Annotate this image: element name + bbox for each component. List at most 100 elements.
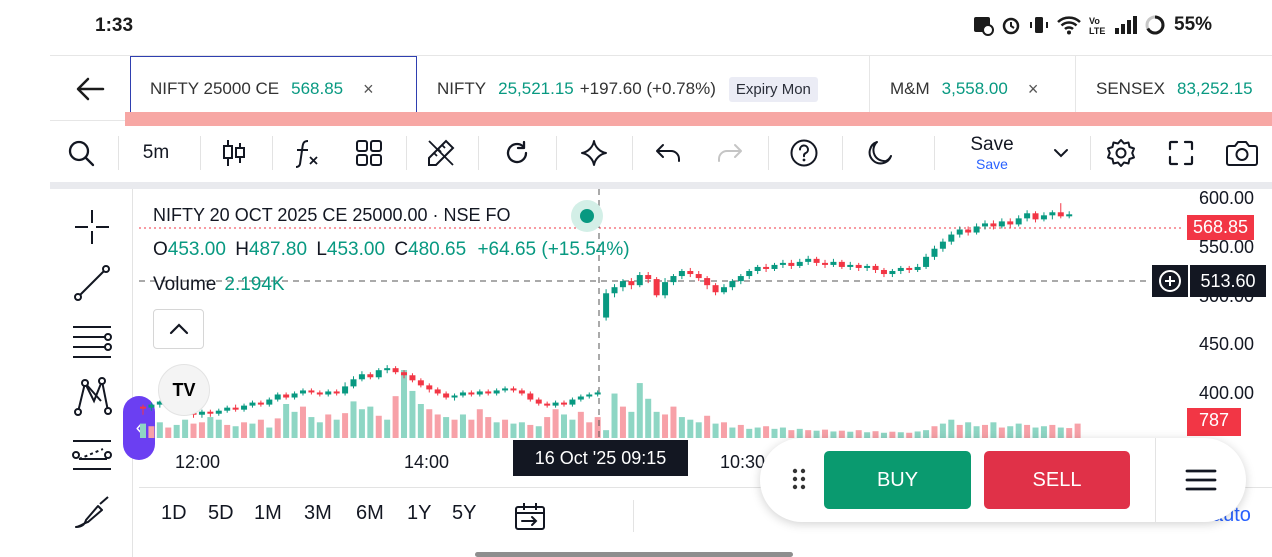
drag-handle[interactable]: [792, 468, 806, 495]
candle-body: [468, 392, 475, 395]
candle-body: [459, 392, 466, 396]
range-button-1d[interactable]: 1D: [161, 502, 187, 524]
volume-bar: [283, 404, 290, 438]
settings-button[interactable]: [1098, 127, 1144, 179]
tab-sensex[interactable]: SENSEX 83,252.15: [1076, 56, 1272, 122]
notification-icon: [974, 17, 994, 36]
candle-body: [502, 388, 509, 391]
volume-bar: [367, 406, 374, 438]
crosshair-tool[interactable]: [70, 205, 114, 249]
candle-body: [274, 394, 281, 400]
forecast-icon: [72, 440, 112, 470]
volume-bar: [224, 424, 231, 438]
chart-svg: [139, 189, 1184, 441]
buy-button[interactable]: BUY: [824, 451, 971, 509]
save-button[interactable]: Save Save: [956, 127, 1028, 179]
collapse-legend-button[interactable]: [153, 309, 204, 349]
low-label: L: [316, 239, 327, 260]
help-button[interactable]: [778, 127, 830, 179]
interval-button[interactable]: 5m: [142, 142, 170, 163]
candle-body: [914, 266, 921, 270]
brush-tool[interactable]: [70, 491, 114, 535]
tab-close-button[interactable]: ×: [363, 78, 374, 99]
redo-button[interactable]: [704, 127, 756, 179]
fullscreen-icon: [1168, 140, 1194, 166]
volume-bar: [746, 428, 753, 438]
trendline-tool[interactable]: [70, 261, 114, 305]
tab-m-and-m[interactable]: M&M 3,558.00 ×: [870, 56, 1076, 122]
fullscreen-button[interactable]: [1158, 127, 1204, 179]
tab-value: 25,521.15: [498, 79, 574, 98]
tab-close-button[interactable]: ×: [1027, 78, 1039, 99]
volume-bar: [1074, 423, 1081, 438]
candle-body: [426, 385, 433, 390]
status-time: 1:33: [95, 15, 134, 36]
range-button-5d[interactable]: 5D: [208, 502, 234, 524]
undo-button[interactable]: [642, 127, 694, 179]
ruler-pencil-icon: [428, 139, 455, 166]
market-status-dot[interactable]: [571, 200, 603, 232]
volume-bar: [274, 418, 281, 438]
volume-bar: [914, 431, 921, 438]
svg-text:LTE: LTE: [1089, 26, 1105, 36]
candle-body: [603, 293, 610, 318]
chart-type-button[interactable]: [210, 127, 258, 179]
range-button-5y[interactable]: 5Y: [452, 502, 477, 524]
candle-body: [771, 264, 778, 269]
volume-bar: [889, 431, 896, 438]
candle-body: [552, 402, 559, 406]
forecast-tool[interactable]: [70, 433, 114, 477]
candle-body: [308, 390, 315, 393]
volume-bar: [291, 411, 298, 438]
candle-body: [257, 402, 264, 405]
range-button-1m[interactable]: 1M: [254, 502, 282, 524]
range-button-3m[interactable]: 3M: [304, 502, 332, 524]
volume-tag: 787: [1187, 408, 1241, 436]
candle-body: [207, 411, 214, 414]
volume-bar: [325, 414, 332, 438]
price-axis-label: 550.00: [1199, 237, 1255, 257]
volume-bar: [662, 414, 669, 438]
screenshot-button[interactable]: [1218, 127, 1266, 179]
drawing-toolbar: [50, 189, 133, 557]
price-axis-label: 450.00: [1199, 334, 1255, 354]
volume-bar: [586, 422, 593, 438]
volume-bar: [813, 430, 820, 438]
expiry-badge: Expiry Mon: [728, 76, 818, 102]
menu-button[interactable]: [1155, 438, 1246, 522]
search-button[interactable]: [50, 127, 112, 179]
candle-body: [148, 404, 155, 408]
trade-panel: BUY SELL: [760, 438, 1246, 522]
save-dropdown-button[interactable]: [1044, 127, 1078, 179]
replay-button[interactable]: [492, 127, 542, 179]
range-button-6m[interactable]: 6M: [356, 502, 384, 524]
candle-body: [266, 399, 273, 405]
volume-bar: [476, 409, 483, 438]
candle-body: [788, 262, 795, 266]
help-icon: [790, 139, 818, 167]
volume-bar: [855, 430, 862, 438]
theme-button[interactable]: [854, 127, 906, 179]
goto-date-button[interactable]: [514, 499, 548, 536]
candle-body: [232, 407, 239, 410]
back-button[interactable]: [50, 56, 130, 122]
candle-body: [847, 264, 854, 267]
tab-nifty[interactable]: NIFTY 25,521.15 +197.60 (+0.78%) Expiry …: [417, 56, 870, 122]
time-axis-label: 10:30: [720, 452, 766, 472]
sell-button[interactable]: SELL: [984, 451, 1130, 509]
candle-body: [990, 223, 997, 227]
pattern-tool[interactable]: [70, 375, 114, 419]
add-alert-button[interactable]: [1152, 265, 1188, 297]
layout-button[interactable]: [344, 127, 394, 179]
chart-area[interactable]: [139, 189, 1272, 485]
volume-bar: [535, 426, 542, 438]
drawing-tools-button[interactable]: [416, 127, 466, 179]
candle-body: [636, 275, 643, 286]
range-button-1y[interactable]: 1Y: [407, 502, 432, 524]
fib-tool[interactable]: [70, 319, 114, 363]
candle-body: [889, 270, 896, 275]
candle-body: [375, 370, 382, 378]
volume-bar: [897, 432, 904, 438]
indicators-button[interactable]: [282, 127, 332, 179]
ai-button[interactable]: [568, 127, 620, 179]
